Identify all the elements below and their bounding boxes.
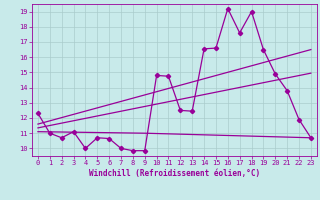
- X-axis label: Windchill (Refroidissement éolien,°C): Windchill (Refroidissement éolien,°C): [89, 169, 260, 178]
